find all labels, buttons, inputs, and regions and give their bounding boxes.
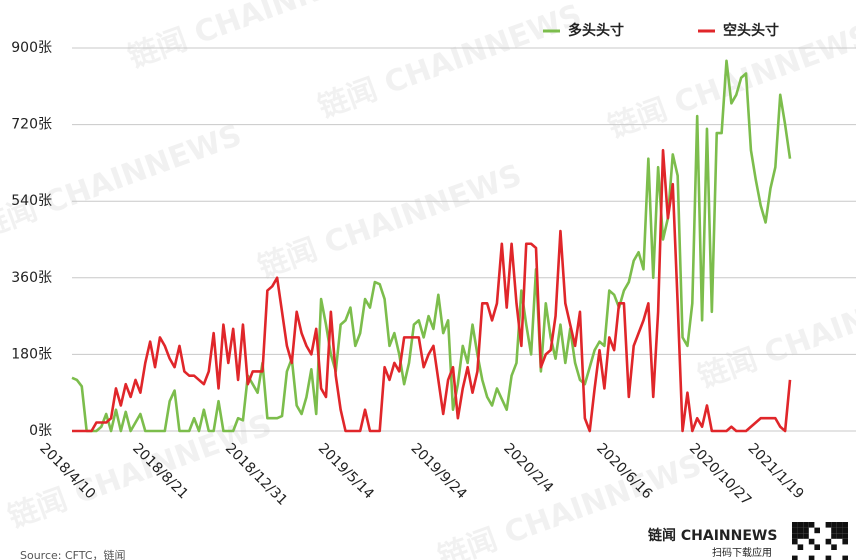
y-tick-label: 360张 — [11, 270, 52, 286]
qr-cell — [792, 538, 798, 545]
qr-cell — [797, 544, 804, 550]
qr-cell — [808, 522, 815, 528]
qr-cell — [803, 527, 809, 534]
source: Source: CFTC，链闻 — [20, 548, 126, 560]
logo: 链闻 CHAINNEWS — [648, 527, 777, 544]
legend-label: 空头头寸 — [723, 22, 779, 39]
qr-code — [792, 522, 848, 560]
qr-cell — [792, 555, 798, 560]
qr-cell — [797, 527, 804, 534]
y-tick-label: 720张 — [11, 117, 52, 133]
qr-cell — [792, 522, 798, 528]
qr-cell — [842, 533, 848, 539]
y-tick-label: 540张 — [11, 193, 52, 209]
qr-cell — [808, 555, 815, 560]
qr-cell — [842, 538, 848, 545]
qr-cell — [803, 522, 809, 528]
y-tick-label: 0张 — [29, 423, 52, 439]
qr-cell — [831, 527, 837, 534]
qr-cell — [836, 527, 843, 534]
qr-cell — [792, 527, 798, 534]
qr-cell — [803, 533, 809, 539]
qr-cell — [808, 538, 815, 545]
y-tick-label: 180张 — [11, 346, 52, 362]
qr-cell — [831, 533, 837, 539]
qr-cell — [836, 522, 843, 528]
qr-cell — [825, 538, 832, 545]
y-tick-label: 900张 — [11, 40, 52, 56]
qr-cell — [842, 555, 848, 560]
series-line — [72, 148, 792, 433]
qr-cell — [831, 522, 837, 528]
legend-label: 多头头寸 — [568, 22, 624, 39]
qr-cell — [836, 533, 843, 539]
qr-cell — [792, 533, 798, 539]
series-line — [71, 59, 792, 433]
logo-sub: 扫码下载应用 — [712, 546, 772, 559]
qr-cell — [825, 555, 832, 560]
qr-cell — [831, 544, 837, 550]
qr-cell — [797, 533, 804, 539]
qr-cell — [825, 522, 832, 528]
qr-cell — [814, 544, 820, 550]
qr-cell — [842, 527, 848, 534]
qr-cell — [797, 522, 804, 528]
qr-cell — [842, 522, 848, 528]
qr-cell — [814, 527, 820, 534]
